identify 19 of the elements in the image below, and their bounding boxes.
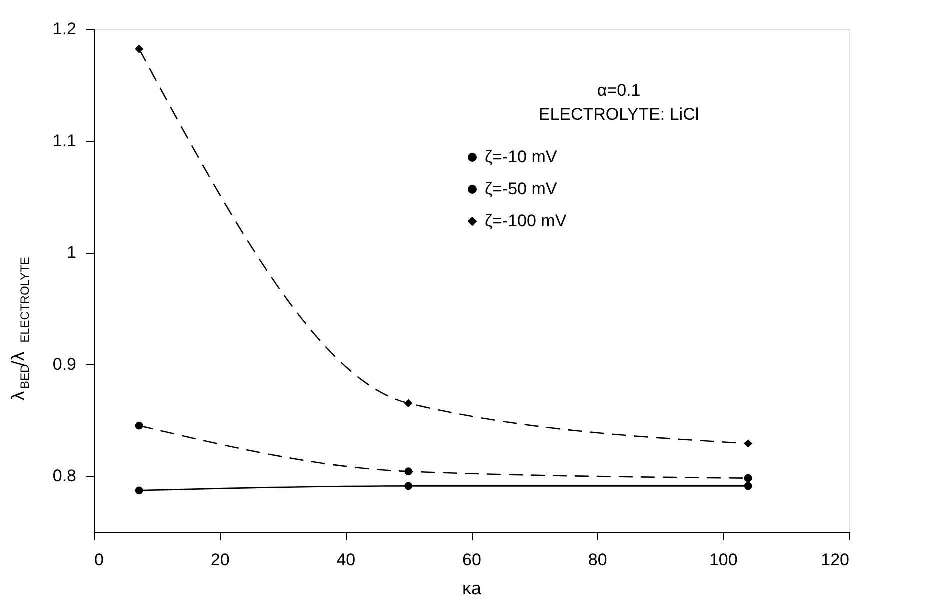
x-tick-label: 120 [821, 550, 850, 570]
x-tick-label: 80 [588, 550, 608, 570]
y-tick-label: 1.2 [52, 20, 76, 38]
legend-label: ζ=-100 mV [485, 212, 568, 230]
y-tick-label: 1 [67, 243, 76, 262]
x-axis-title: κa [462, 578, 482, 598]
x-tick-label: 0 [94, 550, 104, 570]
x-tick-label: 20 [210, 550, 230, 570]
y-tick-label: 0.8 [52, 466, 76, 486]
legend-label: ζ=-10 mV [485, 148, 558, 166]
annotation: α=0.1 [597, 81, 641, 100]
x-tick-label: 40 [336, 550, 356, 570]
x-tick-label: 60 [462, 550, 482, 570]
y-axis-title: λBED/λELECTROLYTE [8, 257, 32, 400]
annotation: ELECTROLYTE: LiCl [538, 105, 700, 124]
y-tick-label: 0.9 [52, 354, 76, 374]
y-tick-label: 1.1 [52, 131, 76, 150]
legend-label: ζ=-50 mV [485, 180, 558, 198]
x-tick-label: 100 [709, 550, 738, 570]
